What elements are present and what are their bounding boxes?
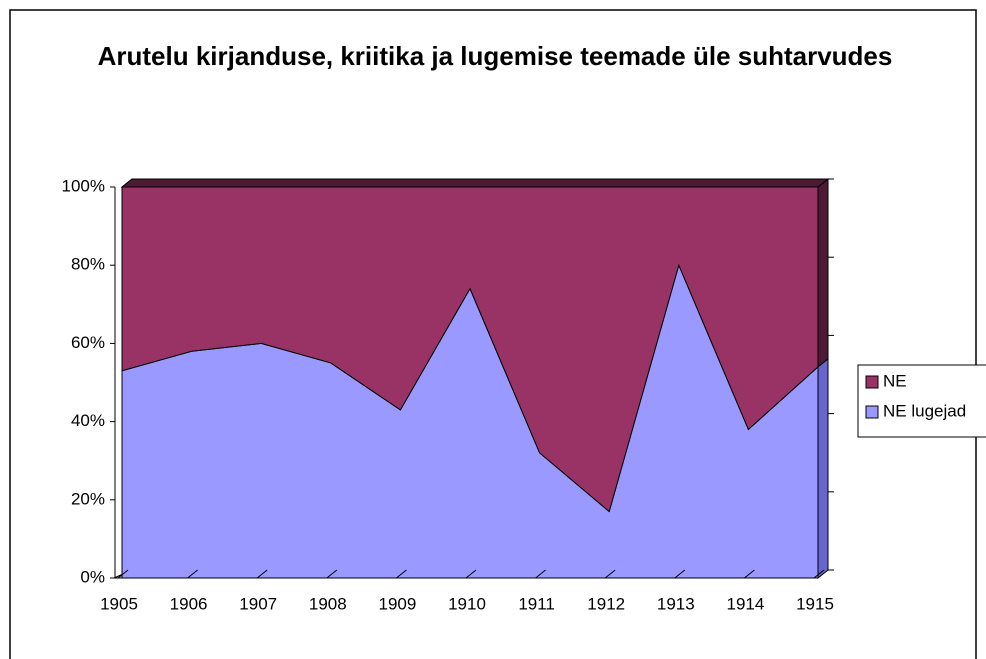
y-tick-label: 40% [71, 411, 105, 430]
x-tick-label: 1909 [378, 594, 416, 613]
x-tick [187, 569, 198, 579]
x-tick [396, 569, 407, 579]
x-tick-label: 1911 [518, 594, 555, 613]
x-tick [326, 569, 338, 579]
x-tick-label: 1905 [100, 594, 138, 613]
legend-label: NE [883, 371, 907, 390]
x-tick-label: 1915 [796, 594, 834, 613]
x-tick-label: 1914 [726, 594, 764, 613]
x-tick [117, 569, 129, 579]
y-tick-label: 80% [71, 255, 105, 274]
y-tick-label: 60% [71, 333, 105, 352]
legend-label: NE lugejad [883, 401, 966, 420]
legend-box [857, 364, 986, 438]
x-tick [604, 569, 616, 579]
area-side [817, 177, 829, 368]
area-side [817, 357, 829, 580]
x-tick-label: 1907 [239, 594, 277, 613]
x-tick [674, 569, 686, 579]
y-tick-label: 100% [62, 176, 105, 195]
chart-title: Arutelu kirjanduse, kriitika ja lugemise… [97, 41, 893, 71]
x-tick-label: 1906 [170, 594, 208, 613]
x-tick [813, 569, 825, 579]
legend-swatch [865, 405, 879, 419]
x-tick-label: 1908 [309, 594, 347, 613]
area-top [120, 178, 830, 188]
legend-swatch [865, 375, 879, 389]
x-tick-label: 1910 [448, 594, 486, 613]
x-tick-label: 1912 [587, 594, 625, 613]
x-tick [744, 569, 755, 579]
y-tick-label: 0% [80, 567, 105, 586]
x-tick [465, 569, 477, 579]
x-tick [256, 569, 268, 579]
y-tick-label: 20% [71, 489, 105, 508]
x-tick-label: 1913 [657, 594, 695, 613]
x-tick [535, 569, 546, 579]
